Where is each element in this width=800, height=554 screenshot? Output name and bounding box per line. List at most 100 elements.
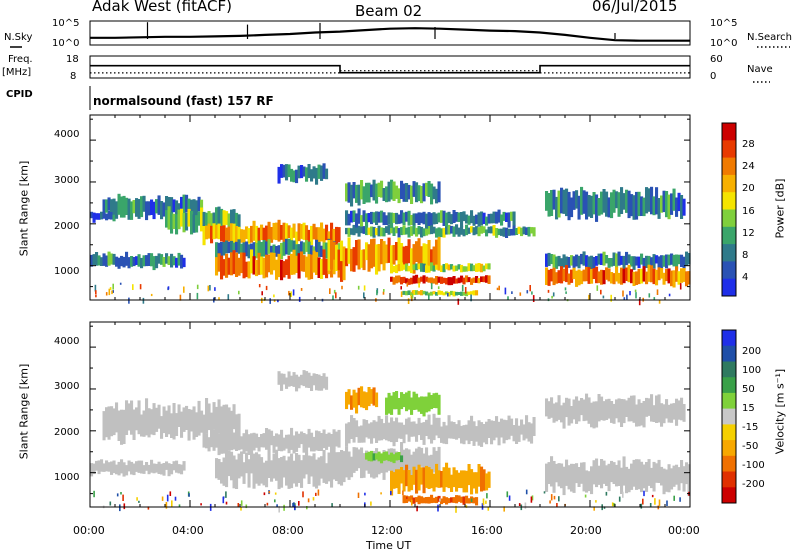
noise-speckle bbox=[142, 297, 145, 304]
echo-cell bbox=[200, 410, 204, 433]
noise-speckle bbox=[161, 496, 164, 501]
echo-cell bbox=[657, 394, 661, 423]
echo-cell bbox=[255, 242, 259, 259]
velocity-colorbar-frame bbox=[721, 329, 737, 504]
echo-cell bbox=[292, 170, 296, 183]
echo-cell bbox=[242, 242, 246, 260]
echo-cell bbox=[135, 407, 139, 431]
noise-speckle bbox=[225, 501, 228, 505]
echo-cell bbox=[107, 462, 111, 472]
noise-speckle bbox=[487, 506, 490, 511]
echo-cell bbox=[670, 403, 674, 423]
echo-cell bbox=[147, 201, 151, 216]
echo-cell bbox=[140, 196, 144, 218]
echo-cell bbox=[385, 451, 389, 473]
echo-cell bbox=[282, 241, 286, 256]
echo-cell bbox=[357, 225, 361, 237]
echo-cell bbox=[300, 460, 304, 488]
echo-cell bbox=[670, 468, 674, 490]
echo-cell bbox=[555, 256, 559, 269]
echo-cell bbox=[602, 189, 606, 213]
echo-cell bbox=[347, 237, 351, 264]
echo-cell bbox=[197, 196, 201, 212]
echo-cell bbox=[232, 223, 236, 245]
echo-cell bbox=[392, 472, 396, 489]
echo-cell bbox=[660, 195, 664, 213]
echo-cell bbox=[477, 227, 481, 237]
echo-cell bbox=[287, 434, 291, 454]
noise-speckle bbox=[317, 489, 320, 496]
echo-cell bbox=[492, 225, 496, 236]
echo-cell bbox=[440, 265, 444, 272]
echo-cell bbox=[410, 495, 414, 503]
power-cbar-tick-20: 20 bbox=[742, 183, 755, 194]
noise-speckle bbox=[461, 285, 464, 292]
echo-cell bbox=[470, 291, 474, 295]
echo-cell bbox=[255, 433, 259, 448]
noise-speckle bbox=[481, 503, 484, 510]
echo-cell bbox=[365, 242, 369, 261]
echo-cell bbox=[382, 451, 386, 461]
velocity-echo-band bbox=[385, 390, 441, 417]
echo-cell bbox=[650, 257, 654, 266]
echo-cell bbox=[167, 206, 171, 230]
echo-cell bbox=[105, 213, 109, 221]
echo-cell bbox=[402, 276, 406, 283]
echo-cell bbox=[315, 252, 319, 275]
echo-cell bbox=[310, 169, 314, 182]
echo-cell bbox=[220, 255, 224, 280]
echo-cell bbox=[350, 248, 354, 272]
echo-cell bbox=[172, 403, 176, 440]
echo-cell bbox=[367, 213, 371, 223]
echo-cell bbox=[330, 222, 334, 244]
echo-cell bbox=[265, 460, 269, 488]
noise-speckle bbox=[292, 289, 295, 296]
echo-cell bbox=[605, 255, 609, 264]
echo-cell bbox=[417, 212, 421, 225]
echo-cell bbox=[477, 464, 481, 487]
echo-cell bbox=[662, 468, 666, 495]
echo-cell bbox=[92, 463, 96, 475]
noise-speckle bbox=[225, 491, 227, 498]
echo-cell bbox=[620, 187, 624, 214]
echo-cell bbox=[410, 248, 414, 272]
echo-cell bbox=[435, 276, 439, 285]
noise-speckle bbox=[529, 285, 531, 292]
echo-cell bbox=[397, 452, 401, 461]
echo-cell bbox=[215, 242, 219, 259]
echo-cell bbox=[205, 212, 209, 229]
echo-cell bbox=[115, 201, 119, 219]
echo-cell bbox=[472, 421, 476, 446]
echo-cell bbox=[127, 198, 131, 220]
echo-cell bbox=[430, 249, 434, 270]
noise-speckle bbox=[406, 282, 409, 287]
velocity-colorbar-swatch bbox=[722, 345, 736, 362]
noise-speckle bbox=[237, 503, 240, 507]
echo-cell bbox=[397, 275, 401, 283]
noise-speckle bbox=[437, 504, 439, 512]
echo-cell bbox=[577, 467, 581, 487]
echo-cell bbox=[595, 256, 599, 266]
echo-cell bbox=[147, 408, 151, 438]
echo-cell bbox=[157, 404, 161, 429]
noise-speckle bbox=[188, 493, 190, 497]
echo-cell bbox=[357, 426, 361, 443]
echo-cell bbox=[670, 270, 674, 287]
echo-cell bbox=[170, 464, 174, 475]
echo-cell bbox=[445, 278, 449, 285]
noise-speckle bbox=[507, 296, 509, 300]
echo-cell bbox=[272, 453, 276, 479]
echo-cell bbox=[687, 253, 691, 265]
echo-cell bbox=[477, 420, 481, 446]
echo-cell bbox=[192, 406, 196, 440]
echo-cell bbox=[595, 194, 599, 222]
echo-cell bbox=[387, 422, 391, 442]
echo-cell bbox=[415, 469, 419, 494]
echo-cell bbox=[440, 498, 444, 505]
echo-cell bbox=[487, 226, 491, 234]
echo-cell bbox=[450, 225, 454, 234]
echo-cell bbox=[375, 228, 379, 236]
echo-cell bbox=[450, 277, 454, 286]
echo-cell bbox=[365, 224, 369, 236]
echo-cell bbox=[360, 226, 364, 234]
